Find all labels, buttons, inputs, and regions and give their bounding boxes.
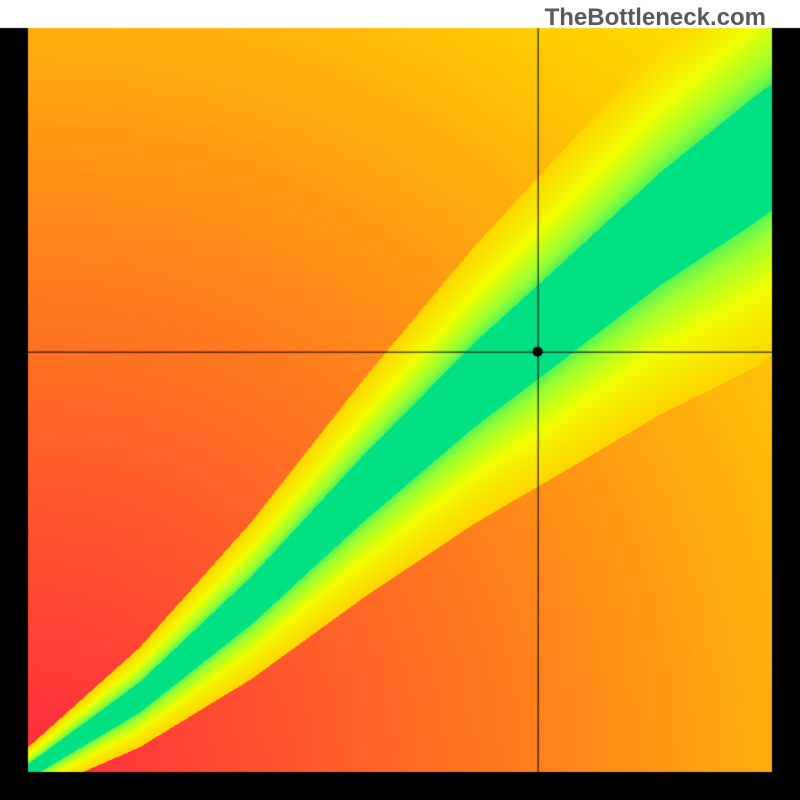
watermark-text: TheBottleneck.com	[545, 4, 766, 32]
chart-container: TheBottleneck.com	[0, 0, 800, 800]
heatmap-canvas	[0, 0, 800, 800]
